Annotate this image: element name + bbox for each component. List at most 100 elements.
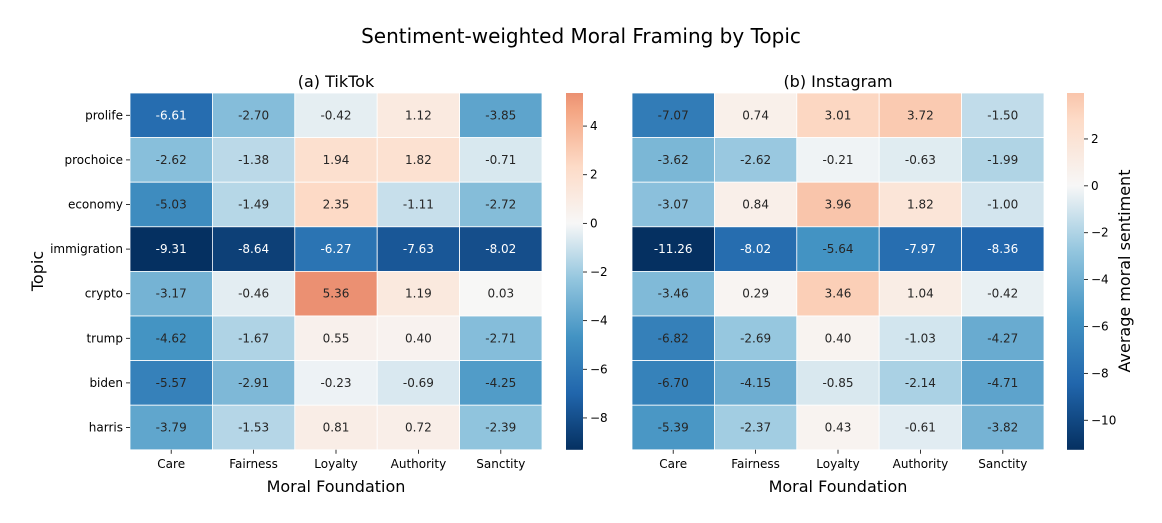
cell-value-label: 0.40: [825, 331, 852, 345]
heatmap-cell: [961, 404, 1045, 451]
y-tick-label: prochoice: [65, 153, 124, 167]
heatmap-cell: [294, 226, 378, 272]
cell-value-label: -8.64: [238, 242, 269, 256]
cell-value-label: -0.23: [320, 376, 351, 390]
cell-value-label: -2.71: [485, 331, 516, 345]
heatmap-cell: [459, 360, 543, 406]
cell-value-label: -2.69: [740, 331, 771, 345]
cell-value-label: -3.79: [156, 421, 187, 435]
cell-value-label: -2.62: [740, 153, 771, 167]
heatmap-cell: [211, 315, 296, 361]
cell-value-label: -7.63: [403, 242, 434, 256]
cell-value-label: 0.03: [487, 287, 514, 301]
cell-value-label: -4.27: [987, 331, 1018, 345]
heatmap-cell: [376, 92, 461, 138]
cell-value-label: -2.37: [740, 421, 771, 435]
heatmap-cell: [878, 404, 963, 451]
heatmap-cell: [211, 92, 296, 138]
cell-value-label: -3.46: [658, 287, 689, 301]
cell-value-label: 0.43: [825, 421, 852, 435]
cell-value-label: 3.72: [907, 108, 934, 122]
cell-value-label: -0.42: [987, 287, 1018, 301]
colorbar-tick-label: −8: [590, 411, 608, 425]
heatmap-cell: [631, 404, 715, 451]
chart-title: Sentiment-weighted Moral Framing by Topi…: [361, 24, 801, 48]
cell-value-label: 0.72: [405, 421, 432, 435]
heatmap-cell: [878, 137, 963, 183]
colorbar-tick-label: −2: [1091, 226, 1109, 240]
cell-value-label: -8.02: [740, 242, 771, 256]
cell-value-label: -0.63: [905, 153, 936, 167]
cell-value-label: -2.91: [238, 376, 269, 390]
instagram-panel: (b) Instagram -7.07 0.74 3.01 3.72 -1.50 -3.62…: [631, 72, 1116, 471]
cell-value-label: -2.72: [485, 198, 516, 212]
heatmap-cell: [631, 226, 715, 272]
heatmap-cell: [211, 404, 296, 451]
heatmap-cell: [129, 92, 213, 138]
heatmap-cell: [631, 181, 715, 228]
cell-value-label: -1.38: [238, 153, 269, 167]
cell-value-label: -8.36: [987, 242, 1018, 256]
heatmap-cell: [459, 315, 543, 361]
cell-value-label: -0.71: [485, 153, 516, 167]
cell-value-label: -1.50: [987, 108, 1018, 122]
heatmap-cell: [714, 360, 798, 406]
cell-value-label: -1.11: [403, 198, 434, 212]
y-tick-label: economy: [68, 198, 123, 212]
heatmap-cell: [796, 315, 880, 361]
heatmap-cell: [714, 181, 798, 228]
heatmap-cell: [294, 404, 378, 451]
cell-value-label: -4.71: [987, 376, 1018, 390]
heatmap-cell: [878, 270, 963, 317]
cell-value-label: -3.62: [658, 153, 689, 167]
cell-value-label: -9.31: [156, 242, 187, 256]
heatmap-cell: [631, 360, 715, 406]
cell-value-label: -5.39: [658, 421, 689, 435]
colorbar: [1067, 93, 1084, 450]
cell-value-label: -0.85: [822, 376, 853, 390]
cell-value-label: -0.46: [238, 287, 269, 301]
cell-value-label: 1.82: [405, 153, 432, 167]
x-axis-label-tiktok: Moral Foundation: [267, 477, 406, 496]
colorbar-tick-label: 0: [590, 216, 598, 230]
cell-value-label: 3.01: [825, 108, 852, 122]
heatmap-cell: [961, 137, 1045, 183]
heatmap-cell: [459, 226, 543, 272]
heatmap-cell: [376, 404, 461, 451]
cell-value-label: 1.19: [405, 287, 432, 301]
cell-value-label: -1.00: [987, 198, 1018, 212]
cell-value-label: 1.82: [907, 198, 934, 212]
colorbar-tick-label: −4: [590, 314, 608, 328]
cell-value-label: 3.96: [825, 198, 852, 212]
colorbar-tick-label: −4: [1091, 273, 1109, 287]
colorbar-tick-label: 0: [1091, 179, 1099, 193]
cell-value-label: -4.15: [740, 376, 771, 390]
heatmap-cell: [714, 92, 798, 138]
cell-value-label: -5.03: [156, 198, 187, 212]
heatmap-cell: [376, 181, 461, 228]
cell-value-label: -5.64: [822, 242, 853, 256]
heatmap-cell: [714, 270, 798, 317]
heatmap-cell: [459, 270, 543, 317]
heatmap-cell: [714, 315, 798, 361]
colorbar-tick-label: −6: [1091, 319, 1109, 333]
colorbar-tick-label: 4: [590, 119, 598, 133]
heatmap-cell: [129, 270, 213, 317]
colorbar-tick-label: −6: [590, 362, 608, 376]
x-tick-label: Care: [659, 457, 687, 471]
cell-value-label: -8.02: [485, 242, 516, 256]
cell-value-label: -5.57: [156, 376, 187, 390]
cell-value-label: 0.40: [405, 331, 432, 345]
heatmap-cell: [878, 360, 963, 406]
cell-value-label: -3.85: [485, 108, 516, 122]
heatmap-cell: [961, 315, 1045, 361]
colorbar: [566, 93, 583, 450]
cell-value-label: 0.81: [323, 421, 350, 435]
heatmap-cell: [961, 360, 1045, 406]
cell-value-label: 5.36: [323, 287, 350, 301]
cell-value-label: 0.74: [742, 108, 769, 122]
heatmap-cell: [631, 315, 715, 361]
colorbar-tick-label: −10: [1091, 413, 1116, 427]
x-tick-label: Authority: [893, 457, 949, 471]
